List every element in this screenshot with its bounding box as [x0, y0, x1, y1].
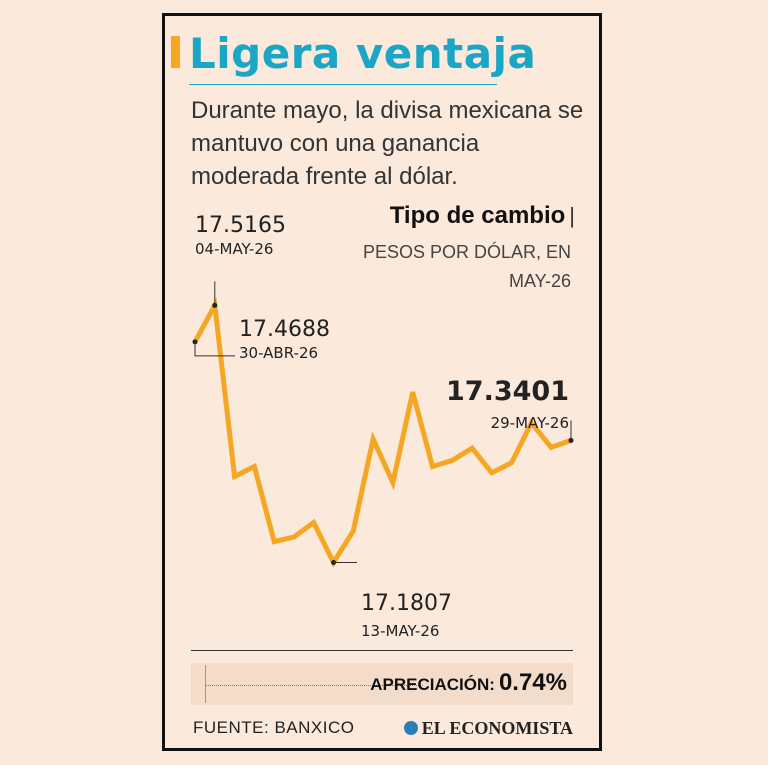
chart-heading: Tipo de cambio | — [390, 202, 575, 230]
appreciation-leader — [205, 685, 423, 686]
source-note: FUENTE: BANXICO — [193, 718, 355, 737]
annotation-date: 13-MAY-26 — [361, 622, 439, 640]
annotation-value: 17.3401 — [446, 376, 569, 407]
series-line — [192, 297, 572, 568]
page-title: Ligera ventaja — [189, 29, 537, 78]
chart-subheading: PESOS POR DÓLAR, EN MAY-26 — [362, 242, 571, 291]
chart-heading-text: Tipo de cambio — [389, 202, 566, 229]
exchange-rate-line-chart: 17.5165 04-MAY-26 17.4688 30-ABR-26 17.1807 1… — [192, 213, 574, 640]
annotation-value: 17.1807 — [361, 591, 452, 616]
annotation-date: 29-MAY-26 — [491, 414, 569, 432]
appreciation-value: 0.74% — [498, 669, 567, 696]
infographic-card: Ligera ventaja Durante mayo, la divisa m… — [162, 13, 602, 751]
appreciation-tick — [205, 665, 206, 703]
title-underline — [189, 84, 497, 85]
title-accent-bar — [171, 36, 180, 68]
brand-logo: EL ECONOMISTA — [403, 718, 573, 739]
subtitle: Durante mayo, la divisa mexicana se mant… — [191, 97, 584, 190]
brand-name: EL ECONOMISTA — [421, 718, 573, 738]
annotation-date: 30-ABR-26 — [239, 344, 318, 362]
appreciation-box: APRECIACIÓN: 0.74% — [191, 663, 573, 705]
appreciation-label: APRECIACIÓN: — [370, 675, 495, 694]
annotation-value: 17.4688 — [239, 317, 330, 342]
annotation-date: 04-MAY-26 — [195, 240, 273, 258]
annotation-value: 17.5165 — [195, 213, 286, 238]
brand-icon — [403, 721, 418, 735]
annotation-leader — [194, 341, 235, 357]
appreciation-text: APRECIACIÓN: 0.74% — [370, 669, 567, 697]
annotation-point — [331, 560, 337, 566]
chart-heading-pipe: | — [569, 203, 575, 228]
footer-separator — [191, 650, 573, 651]
